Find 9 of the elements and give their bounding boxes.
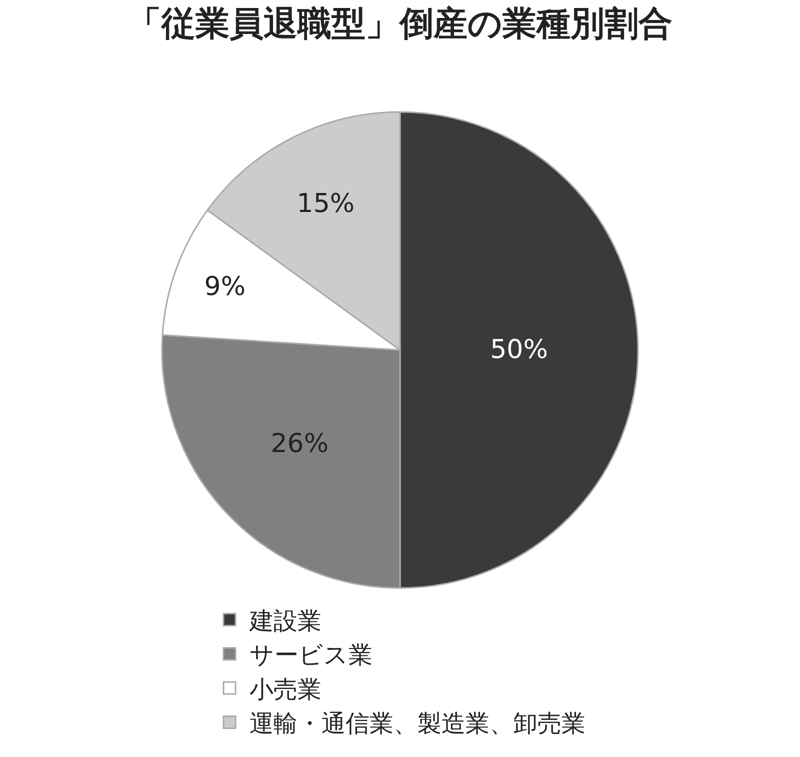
chart-title: 「従業員退職型」倒産の業種別割合 (128, 4, 672, 44)
data-label: 9% (204, 272, 246, 302)
legend-label: 建設業 (248, 606, 322, 635)
legend-label: 小売業 (250, 675, 322, 704)
data-label: 26% (270, 429, 329, 460)
data-label: 50% (490, 335, 548, 365)
legend-label: サービス業 (250, 641, 372, 670)
data-label: 15% (296, 189, 355, 220)
legend-label: 運輸・通信業、製造業、卸売業 (250, 710, 586, 738)
